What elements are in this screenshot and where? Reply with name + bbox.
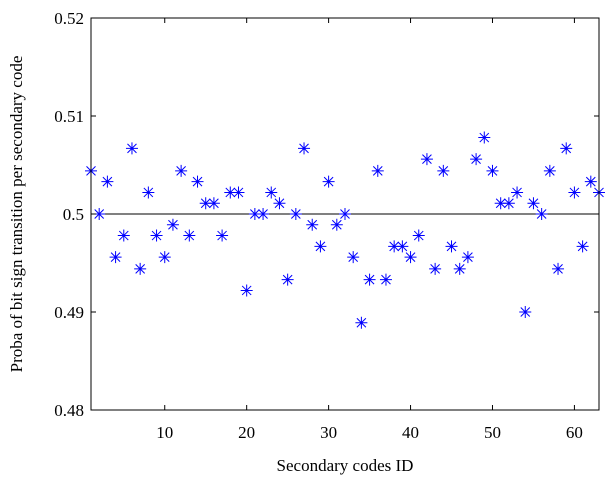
data-point [166,218,179,231]
x-tick-label: 30 [320,423,337,442]
data-point [289,208,302,220]
data-point [347,251,360,264]
x-tick-label: 50 [484,423,501,442]
data-point [363,273,376,286]
data-point [552,262,565,275]
data-point [273,197,286,210]
data-point [478,131,491,144]
data-point [248,208,261,220]
data-point [371,164,384,177]
data-point [216,229,229,242]
data-point [494,197,507,210]
data-point [339,208,351,220]
data-point [109,251,122,264]
data-point [93,208,106,220]
data-point [207,197,220,210]
data-point [420,153,433,166]
y-axis-label: Proba of bit sign transition per seconda… [7,56,26,373]
data-point [199,197,212,210]
data-point [232,186,245,199]
data-point [560,142,573,155]
data-point [117,229,130,242]
data-point [306,218,319,231]
data-point [134,262,147,275]
data-point [396,240,409,253]
x-tick-label: 20 [238,423,255,442]
data-point [543,164,556,177]
data-point [379,273,392,286]
y-tick-label: 0.48 [54,401,84,420]
data-point [281,273,294,286]
data-point [240,284,253,297]
x-tick-label: 40 [402,423,419,442]
data-point [142,186,155,199]
data-point [445,240,458,253]
data-point [265,186,278,199]
plot-frame [90,17,600,411]
data-point [486,164,499,177]
data-point [584,175,597,188]
data-point [511,186,524,199]
x-tick-label: 10 [156,423,173,442]
data-point [388,240,401,253]
data-point [429,262,442,275]
data-point [412,229,425,242]
data-point [330,218,343,231]
data-point [527,197,540,210]
data-point [502,197,515,210]
data-point [322,175,335,188]
data-point [125,142,138,155]
data-point [355,316,368,329]
data-point [150,229,163,242]
data-point [257,208,270,220]
data-point [470,153,483,166]
y-tick-label: 0.51 [54,107,84,126]
y-tick-label: 0.5 [63,205,84,224]
data-point [576,240,589,253]
data-point [101,175,114,188]
x-tick-label: 60 [566,423,583,442]
data-point [568,186,581,199]
data-point [461,251,474,264]
x-axis-label: Secondary codes ID [277,456,414,475]
data-point [224,186,237,199]
data-point [404,251,417,264]
data-point [158,251,171,264]
data-point [191,175,204,188]
data-point [183,229,196,242]
data-point [519,306,532,318]
data-point [453,262,466,275]
data-point [535,208,548,220]
data-point [298,142,311,155]
y-tick-label: 0.49 [54,303,84,322]
data-point [175,164,188,177]
data-point [314,240,327,253]
data-point [437,164,450,177]
y-tick-label: 0.52 [54,9,84,28]
